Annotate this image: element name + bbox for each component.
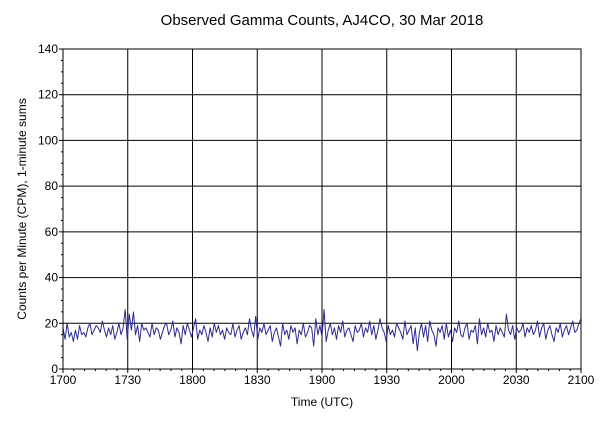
axes xyxy=(59,48,582,373)
series-layer xyxy=(62,309,582,352)
y-tick-label: 120 xyxy=(38,88,58,102)
tick-labels: 0 20 40 60 80 100 120 140 1700 1730 1800 1830 1900 19… xyxy=(38,42,595,387)
x-axis-label: Time (UTC) xyxy=(291,395,353,409)
x-tick-label: 2100 xyxy=(568,373,595,387)
grid-lines xyxy=(63,49,581,369)
chart-title: Observed Gamma Counts, AJ4CO, 30 Mar 201… xyxy=(161,12,484,29)
x-tick-label: 1930 xyxy=(373,373,400,387)
x-tick-label: 2030 xyxy=(503,373,530,387)
y-axis-label: Counts per Minute (CPM), 1-minute sums xyxy=(15,98,29,319)
y-tick-label: 80 xyxy=(45,179,59,193)
y-tick-label: 100 xyxy=(38,133,58,147)
y-tick-label: 60 xyxy=(45,225,59,239)
x-tick-label: 1900 xyxy=(309,373,336,387)
y-tick-label: 40 xyxy=(45,271,59,285)
x-tick-label: 1800 xyxy=(179,373,206,387)
x-tick-label: 1830 xyxy=(244,373,271,387)
plot-border xyxy=(62,48,582,370)
series-line xyxy=(62,309,582,352)
x-tick-label: 1700 xyxy=(50,373,77,387)
y-tick-label: 20 xyxy=(45,316,59,330)
x-tick-label: 1730 xyxy=(114,373,141,387)
y-tick-label: 140 xyxy=(38,42,58,56)
x-tick-label: 2000 xyxy=(438,373,465,387)
y-tick-label: 0 xyxy=(51,362,58,376)
